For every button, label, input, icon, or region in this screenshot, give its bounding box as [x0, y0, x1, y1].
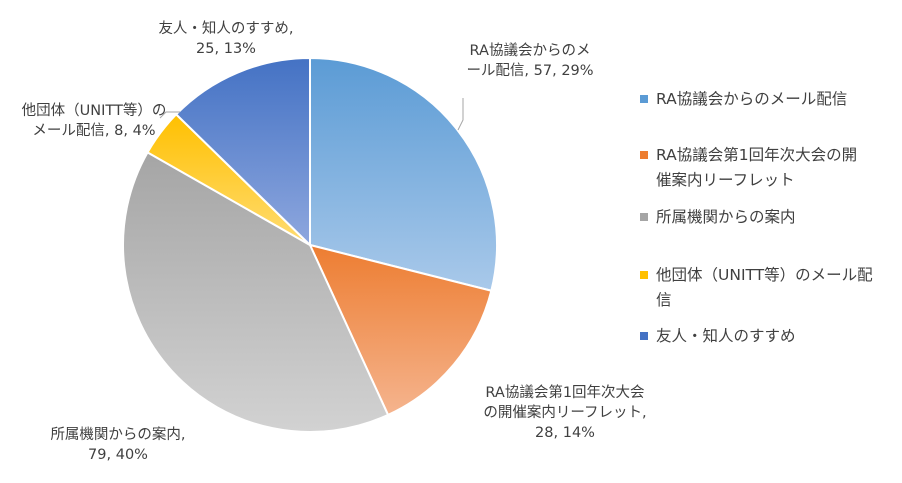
legend-swatch-4: [640, 271, 648, 279]
legend-item-3: 所属機関からの案内: [640, 208, 796, 226]
leader-line-2: [159, 111, 180, 119]
legend-swatch-5: [640, 332, 648, 340]
data-label-4: 他団体（UNITT等）のメール配信, 8, 4%: [22, 101, 167, 139]
legend-swatch-1: [640, 95, 648, 103]
legend-label-4: 他団体（UNITT等）のメール配信: [656, 266, 873, 309]
legend-item-1: RA協議会からのメール配信: [640, 90, 847, 108]
data-label-1: RA協議会からのメール配信, 57, 29%: [466, 41, 593, 79]
data-labels: RA協議会からのメール配信, 57, 29% RA協議会第1回年次大会の開催案内リ…: [22, 20, 647, 463]
legend-item-2: RA協議会第1回年次大会の開催案内リーフレット: [640, 146, 857, 189]
legend-swatch-3: [640, 213, 648, 221]
legend-label-3: 所属機関からの案内: [656, 208, 796, 226]
legend-item-4: 他団体（UNITT等）のメール配信: [640, 266, 873, 309]
legend-label-5: 友人・知人のすすめ: [656, 327, 796, 345]
data-label-3: 所属機関からの案内, 79, 40%: [50, 425, 185, 463]
data-label-2: RA協議会第1回年次大会の開催案内リーフレット, 28, 14%: [483, 383, 646, 441]
pie-slices: [122, 56, 499, 433]
pie-slice-2: [308, 243, 493, 417]
data-label-5: 友人・知人のすすめ, 25, 13%: [158, 20, 293, 57]
pie-slice-3: [122, 150, 390, 433]
legend-swatch-2: [640, 151, 648, 159]
legend: RA協議会からのメール配信 RA協議会第1回年次大会の開催案内リーフレット所属機関…: [640, 90, 873, 345]
leader-line-1: [457, 98, 464, 131]
pie-slice-1: [309, 56, 499, 292]
legend-label-1: RA協議会からのメール配信: [656, 90, 847, 108]
legend-label-2: RA協議会第1回年次大会の開催案内リーフレット: [656, 146, 857, 189]
legend-item-5: 友人・知人のすすめ: [640, 327, 796, 345]
pie-slice-5: [174, 56, 311, 248]
